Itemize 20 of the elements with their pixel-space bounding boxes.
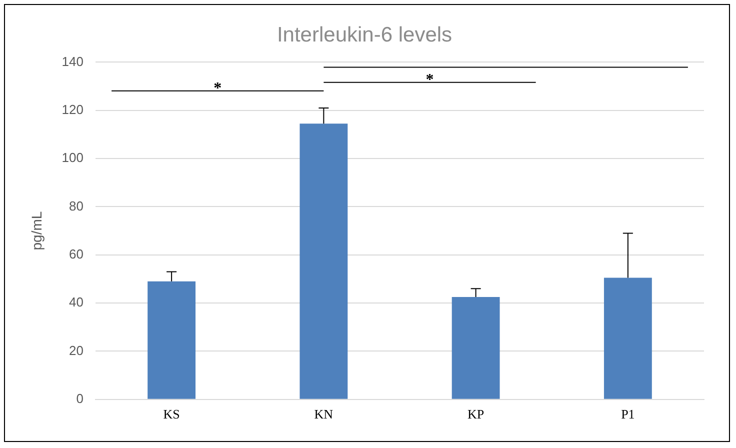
x-tick-label: KN — [314, 406, 334, 422]
x-tick-label: KS — [163, 406, 180, 422]
bar — [604, 278, 652, 399]
bar — [452, 297, 500, 399]
y-tick-label: 140 — [62, 54, 84, 69]
y-tick-label: 120 — [62, 102, 84, 117]
y-tick-label: 80 — [69, 198, 84, 214]
y-tick-label: 60 — [69, 246, 84, 262]
annotation: * — [426, 72, 434, 89]
y-tick-label: 100 — [62, 150, 84, 166]
y-axis-title: pg/mL — [28, 211, 44, 250]
bar — [148, 281, 196, 399]
y-tick-label: 40 — [69, 294, 84, 310]
annotation: * — [214, 80, 222, 98]
y-tick-label: 0 — [76, 390, 84, 406]
chart-title: Interleukin-6 levels — [276, 23, 452, 46]
bar — [300, 124, 348, 399]
x-tick-label: P1 — [621, 406, 635, 422]
y-tick-label: 20 — [69, 342, 84, 358]
x-tick-label: KP — [467, 406, 484, 422]
